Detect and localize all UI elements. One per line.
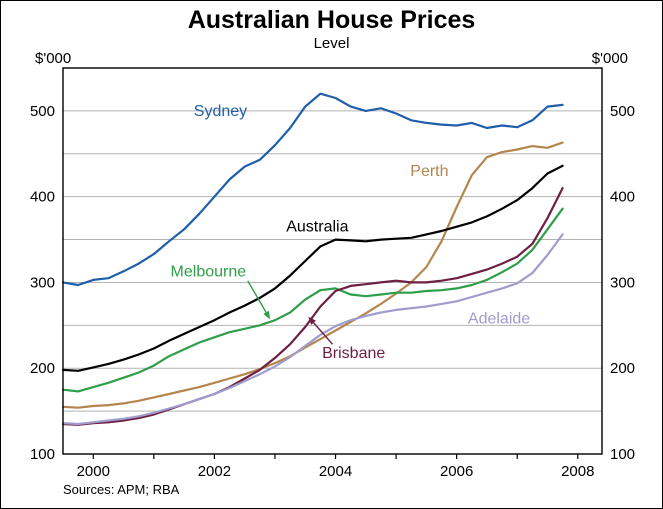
chart-subtitle: Level xyxy=(313,35,350,52)
series-label-brisbane: Brisbane xyxy=(322,345,385,362)
annotation-arrow-line xyxy=(247,280,267,313)
y-axis-label-left: 400 xyxy=(30,189,55,206)
series-label-sydney: Sydney xyxy=(194,103,247,120)
series-label-perth: Perth xyxy=(410,163,448,180)
y-axis-unit-right: $'000 xyxy=(591,50,628,67)
y-axis-label-left: 500 xyxy=(30,103,55,120)
x-axis-label: 2000 xyxy=(77,463,110,480)
x-axis-label: 2004 xyxy=(319,463,352,480)
chart-title: Australian House Prices xyxy=(187,6,476,34)
x-axis-label: 2008 xyxy=(561,463,594,480)
plot-frame xyxy=(62,67,603,455)
y-axis-label-right: 500 xyxy=(610,103,635,120)
series-label-melbourne: Melbourne xyxy=(171,263,247,280)
y-axis-label-right: 400 xyxy=(610,189,635,206)
x-axis-label: 2002 xyxy=(198,463,231,480)
series-line-melbourne xyxy=(61,207,564,393)
x-axis-label: 2006 xyxy=(440,463,473,480)
annotation-arrow-head xyxy=(308,316,316,325)
y-axis-label-right: 200 xyxy=(610,360,635,377)
series-line-perth xyxy=(61,141,564,409)
y-axis-label-right: 100 xyxy=(610,446,635,463)
y-axis-label-left: 200 xyxy=(30,360,55,377)
y-axis-unit-left: $'000 xyxy=(35,50,72,67)
series-line-adelaide xyxy=(61,233,564,426)
y-axis-label-right: 300 xyxy=(610,274,635,291)
annotation-arrow-head xyxy=(263,310,271,320)
series-line-sydney xyxy=(61,92,564,287)
series-line-australia xyxy=(61,164,564,372)
series-label-australia: Australia xyxy=(286,219,348,236)
series-label-adelaide: Adelaide xyxy=(468,310,530,327)
source-note: Sources: APM; RBA xyxy=(63,482,180,497)
y-axis-label-left: 300 xyxy=(30,274,55,291)
annotation-arrow-line xyxy=(313,322,334,345)
series-line-brisbane xyxy=(61,187,564,426)
y-axis-label-left: 100 xyxy=(30,446,55,463)
